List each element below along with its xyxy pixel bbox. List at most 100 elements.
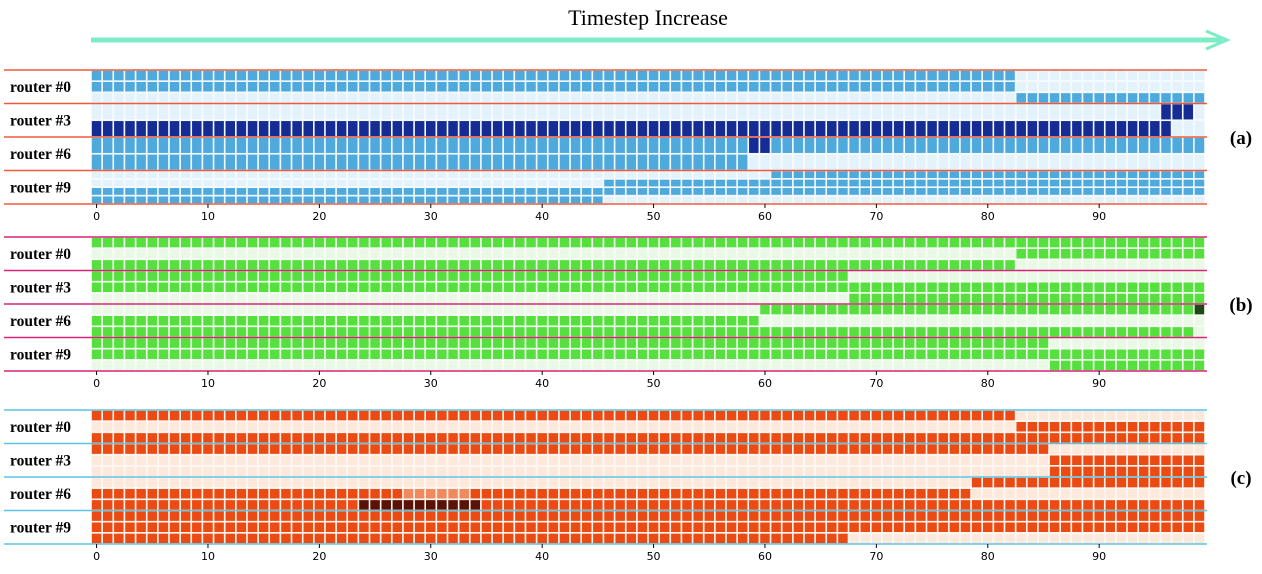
cell-grid xyxy=(269,348,281,360)
heatmap-cell xyxy=(169,432,180,443)
cell-grid xyxy=(169,187,180,196)
heatmap-cell xyxy=(169,196,180,204)
heatmap-cell xyxy=(1149,304,1160,315)
cell-grid xyxy=(336,454,348,466)
heatmap-cell xyxy=(815,104,826,120)
heatmap-cell xyxy=(1116,455,1127,466)
heatmap-cell xyxy=(91,237,102,248)
heatmap-cell xyxy=(993,171,1004,179)
cell-grid xyxy=(236,421,247,433)
cell-grid xyxy=(870,421,882,433)
heatmap-cell xyxy=(503,338,514,349)
heatmap-cell xyxy=(1049,137,1060,154)
heatmap-cell xyxy=(826,237,837,248)
heatmap-cell xyxy=(202,104,214,120)
heatmap-cell xyxy=(292,282,303,293)
heatmap-cell xyxy=(993,187,1004,196)
cell-grid xyxy=(1104,454,1116,466)
heatmap-cell xyxy=(370,315,381,326)
heatmap-cell xyxy=(1138,237,1149,248)
heatmap-cell xyxy=(648,349,659,360)
heatmap-cell xyxy=(392,338,403,349)
heatmap-cell xyxy=(247,444,258,455)
heatmap-cell xyxy=(971,349,982,360)
cell-grid xyxy=(859,421,871,433)
heatmap-cell xyxy=(837,432,849,443)
heatmap-cell xyxy=(849,444,860,455)
heatmap-cell xyxy=(670,187,681,196)
heatmap-cell xyxy=(904,70,915,81)
cell-grid xyxy=(692,81,704,93)
heatmap-cell xyxy=(124,104,136,120)
cell-grid xyxy=(681,348,693,360)
heatmap-cell xyxy=(202,81,214,92)
heatmap-cell xyxy=(715,338,726,349)
cell-grid xyxy=(848,421,860,433)
heatmap-cell xyxy=(1060,282,1071,293)
heatmap-cell xyxy=(815,432,826,443)
heatmap-cell xyxy=(793,171,804,179)
x-tick-label: 30 xyxy=(424,377,438,390)
heatmap-cell xyxy=(113,104,124,120)
heatmap-cell xyxy=(392,271,403,282)
heatmap-cell xyxy=(370,154,381,170)
heatmap-cell xyxy=(704,104,715,120)
heatmap-cell xyxy=(425,410,436,421)
cell-grid xyxy=(993,281,1005,293)
heatmap-cell xyxy=(1016,282,1027,293)
heatmap-cell xyxy=(837,237,849,248)
heatmap-cell xyxy=(771,179,782,187)
heatmap-cell xyxy=(1127,477,1138,488)
cell-grid xyxy=(603,179,615,188)
heatmap-cell xyxy=(514,326,525,337)
cell-grid xyxy=(414,248,425,260)
cell-grid xyxy=(1138,315,1150,327)
heatmap-cell xyxy=(414,104,425,120)
cell-grid xyxy=(659,315,671,327)
heatmap-cell xyxy=(659,259,670,270)
heatmap-cell xyxy=(1004,104,1016,120)
heatmap-cell xyxy=(793,338,804,349)
heatmap-cell xyxy=(191,187,202,196)
cell-grid xyxy=(559,421,570,433)
heatmap-cell xyxy=(370,81,381,92)
heatmap-cell xyxy=(403,432,414,443)
heatmap-cell xyxy=(993,120,1004,137)
heatmap-cell xyxy=(102,70,113,81)
heatmap-cell xyxy=(882,81,893,92)
heatmap-cell xyxy=(347,81,358,92)
heatmap-cell xyxy=(592,326,603,337)
heatmap-cell xyxy=(124,432,136,443)
cell-grid xyxy=(1049,248,1060,260)
cell-grid xyxy=(915,454,927,466)
cell-grid xyxy=(1004,315,1016,327)
x-tick-label: 0 xyxy=(93,210,100,223)
heatmap-cell xyxy=(280,315,292,326)
heatmap-cell xyxy=(225,120,236,137)
x-tick-label: 20 xyxy=(312,377,326,390)
cell-grid xyxy=(503,187,515,196)
cell-grid xyxy=(837,281,849,293)
cell-grid xyxy=(726,281,737,293)
heatmap-cell xyxy=(637,179,648,187)
heatmap-cell xyxy=(236,444,247,455)
heatmap-cell xyxy=(1172,248,1183,259)
heatmap-cell xyxy=(1071,360,1082,371)
heatmap-cell xyxy=(236,349,247,360)
cell-grid xyxy=(870,248,882,260)
cell-grid xyxy=(247,421,258,433)
cell-grid xyxy=(692,421,704,433)
heatmap-cell xyxy=(871,120,882,137)
cell-grid xyxy=(102,315,114,327)
heatmap-cell xyxy=(202,187,214,196)
heatmap-cell xyxy=(626,444,637,455)
cell-grid xyxy=(213,315,225,327)
heatmap-cell xyxy=(548,137,559,154)
heatmap-cell xyxy=(1194,187,1205,196)
heatmap-cell xyxy=(938,171,949,179)
cell-grid xyxy=(993,315,1005,327)
cell-grid xyxy=(915,421,927,433)
heatmap-cell xyxy=(292,410,303,421)
cell-grid xyxy=(804,421,815,433)
heatmap-cell xyxy=(1194,92,1205,103)
